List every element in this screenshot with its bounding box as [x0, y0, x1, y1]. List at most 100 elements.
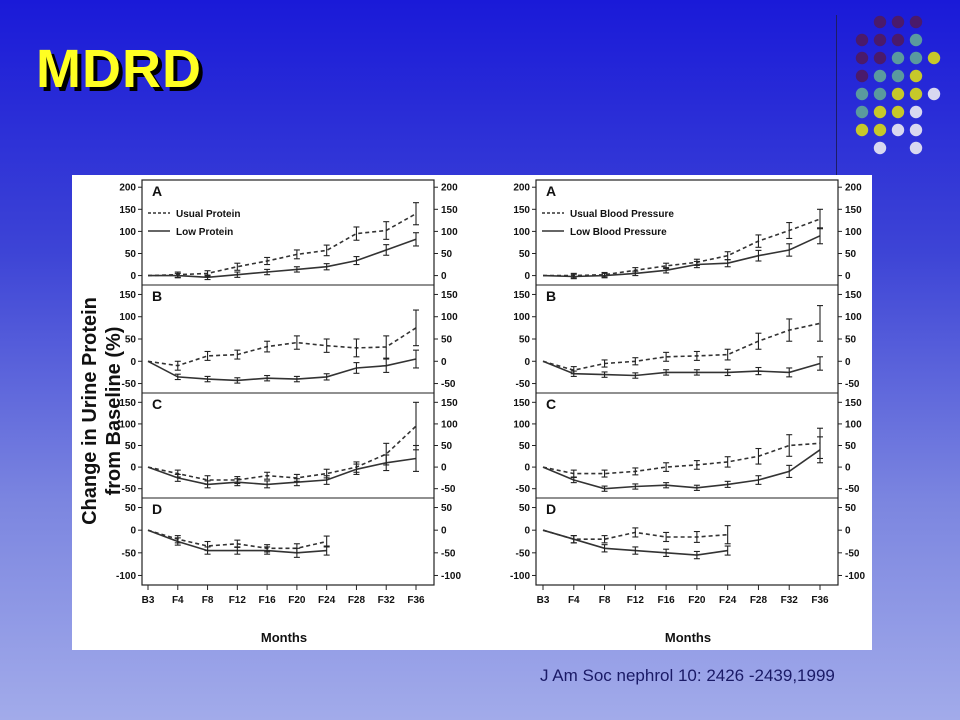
panel-c: C -50 -50 0 0 50 50 100 100 150 150 — [119, 392, 458, 495]
error-bar — [174, 537, 181, 546]
panel-label: A — [152, 183, 162, 199]
error-bar — [601, 469, 608, 478]
x-tick-label: F4 — [172, 595, 184, 606]
series-line-solid — [542, 360, 821, 377]
x-axis-label-left: Months — [261, 630, 307, 645]
x-tick-label: F8 — [202, 595, 214, 606]
series-line-dashed — [542, 322, 821, 372]
error-bar — [786, 464, 793, 479]
y-tick-label: 150 — [513, 205, 530, 216]
error-bar — [353, 463, 360, 475]
y-tick-label: 0 — [845, 463, 851, 474]
error-bar — [174, 473, 181, 482]
y-tick-label: 150 — [845, 205, 862, 216]
error-bar — [693, 350, 700, 361]
panel-label: C — [546, 396, 556, 412]
decorative-dot — [855, 33, 869, 47]
error-bar — [663, 462, 670, 472]
error-bar — [817, 356, 823, 371]
error-bar — [786, 318, 793, 342]
panel-a: A 0 0 50 50 100 100 150 150 200 200 Usual Protein Lo… — [119, 183, 458, 282]
error-bar — [323, 475, 330, 485]
decorative-dot — [909, 51, 923, 65]
error-bar — [323, 244, 330, 257]
y-tick-label: 150 — [441, 398, 458, 409]
y-tick-label: -100 — [441, 571, 461, 582]
x-tick-label: F4 — [568, 595, 580, 606]
decorative-dot — [909, 123, 923, 137]
error-bar — [755, 332, 762, 350]
error-bar — [663, 267, 670, 274]
y-tick-label: 150 — [845, 398, 862, 409]
y-tick-label: 150 — [845, 290, 862, 301]
y-tick-label: 100 — [119, 419, 136, 430]
error-bar — [174, 272, 181, 279]
y-tick-label: -50 — [441, 548, 456, 559]
y-tick-label: -50 — [516, 484, 531, 495]
error-bar — [264, 340, 271, 353]
y-tick-label: 0 — [845, 526, 851, 537]
figure-panel: Change in Urine Protein from Baseline (%… — [72, 175, 872, 650]
x-tick-label: F32 — [378, 595, 396, 606]
error-bar — [570, 273, 577, 280]
x-tick-label: F28 — [750, 595, 768, 606]
error-bar — [724, 545, 731, 556]
y-tick-label: 0 — [130, 463, 136, 474]
x-axis-label-right: Months — [665, 630, 711, 645]
error-bar — [724, 348, 731, 361]
x-tick-label: F36 — [811, 595, 829, 606]
y-axis-label-line1: Change in Urine Protein — [79, 297, 101, 525]
error-bar — [383, 244, 390, 256]
y-tick-label: 100 — [513, 312, 530, 323]
error-bar — [786, 367, 793, 378]
x-tick-label: F20 — [288, 595, 306, 606]
decorative-dot — [909, 87, 923, 101]
error-bar — [323, 373, 330, 381]
y-tick-label: 100 — [441, 419, 458, 430]
error-bar — [353, 338, 360, 358]
decorative-dot — [891, 87, 905, 101]
error-bar — [323, 263, 330, 271]
error-bar — [293, 335, 300, 350]
chart-frame — [535, 179, 839, 586]
slide-title: MDRD — [36, 39, 202, 99]
error-bar — [234, 262, 241, 271]
series-line-solid — [542, 235, 821, 278]
y-tick-label: -50 — [845, 379, 860, 390]
error-bar — [632, 546, 639, 555]
y-tick-label: 100 — [119, 312, 136, 323]
decorative-dot — [855, 51, 869, 65]
error-bar — [264, 480, 271, 489]
y-tick-label: 50 — [519, 441, 531, 452]
error-bar — [601, 371, 608, 378]
y-tick-label: 50 — [125, 441, 137, 452]
error-bar — [264, 268, 271, 276]
error-bar — [632, 483, 639, 490]
y-tick-label: 0 — [130, 271, 136, 282]
error-bar — [413, 349, 419, 369]
panel-label: C — [152, 396, 162, 412]
y-tick-label: 50 — [519, 249, 531, 260]
error-bar — [755, 447, 762, 465]
x-tick-label: F24 — [318, 595, 336, 606]
error-bar — [323, 338, 330, 353]
decorative-dot — [855, 69, 869, 83]
y-tick-label: 150 — [513, 398, 530, 409]
series-line-solid — [147, 457, 417, 486]
y-tick-label: 0 — [130, 357, 136, 368]
error-bar — [755, 475, 762, 485]
y-tick-label: 0 — [441, 463, 447, 474]
error-bar — [293, 478, 300, 487]
error-bar — [693, 369, 700, 376]
error-bar — [204, 274, 211, 281]
y-tick-label: 150 — [513, 290, 530, 301]
decorative-dot — [891, 15, 905, 29]
decorative-dot — [909, 105, 923, 119]
y-tick-label: 0 — [524, 357, 530, 368]
error-bar — [817, 305, 823, 342]
error-bar — [234, 377, 241, 384]
error-bar — [413, 202, 419, 226]
x-tick-label: F24 — [719, 595, 737, 606]
series-line-dashed — [147, 213, 417, 277]
error-bar — [293, 375, 300, 383]
